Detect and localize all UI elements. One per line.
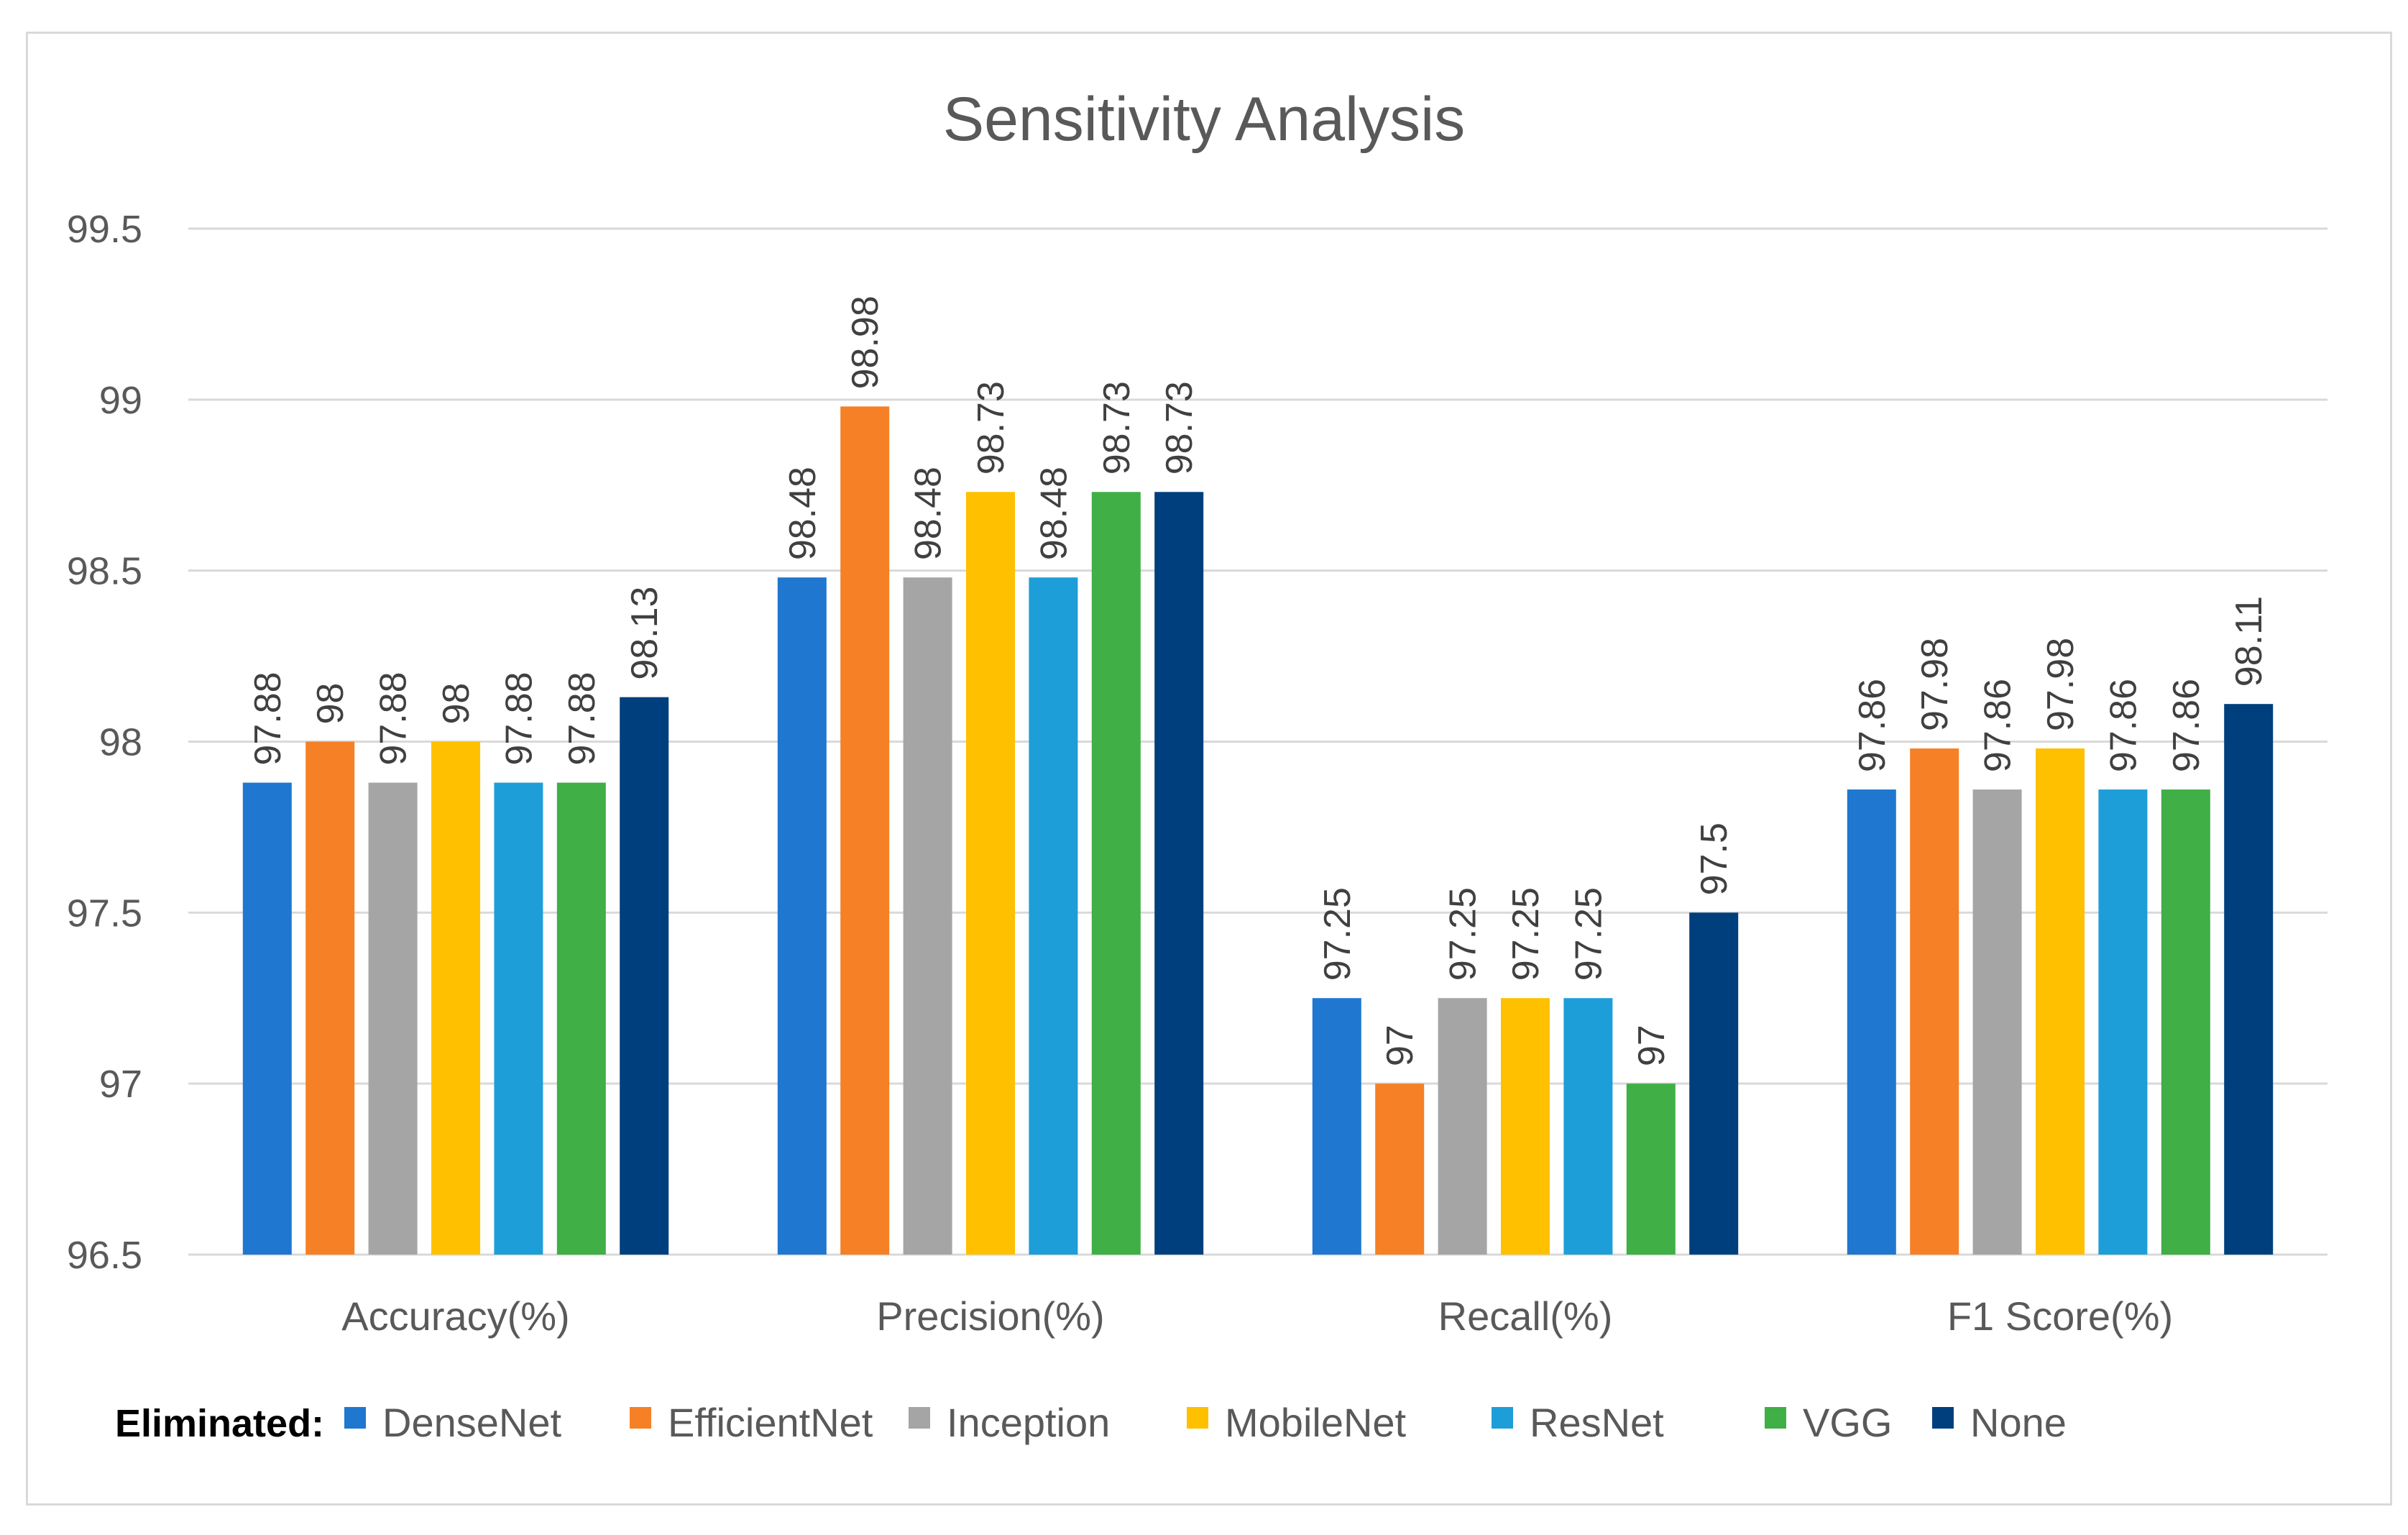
data-label: 97: [1631, 1025, 1673, 1066]
data-label: 97.98: [2040, 638, 2082, 731]
bar-vgg: [556, 782, 606, 1255]
legend-swatch-inception: [909, 1407, 930, 1429]
legend-label-efficientnet: EfficientNet: [668, 1400, 873, 1445]
legend-label-vgg: VGG: [1803, 1400, 1892, 1445]
data-label: 98.48: [782, 467, 824, 560]
data-label: 97.88: [561, 672, 603, 765]
bar-inception: [368, 782, 418, 1255]
legend-label-mobilenet: MobileNet: [1225, 1400, 1407, 1445]
bar-none: [1689, 912, 1739, 1255]
bar-vgg: [2161, 789, 2210, 1255]
y-tick-label: 96.5: [67, 1234, 142, 1277]
bar-vgg: [1091, 492, 1141, 1255]
x-category-label: F1 Score(%): [1947, 1293, 2173, 1339]
data-label: 97.25: [1568, 887, 1609, 981]
legend-label-densenet: DenseNet: [382, 1400, 561, 1445]
data-label: 98.73: [970, 381, 1012, 475]
bar-densenet: [777, 577, 827, 1255]
bar-densenet: [1847, 789, 1896, 1255]
gridlines: [188, 227, 2327, 1256]
bar-efficientnet: [1910, 748, 1959, 1255]
data-label: 97: [1379, 1025, 1421, 1066]
data-label: 97.88: [373, 672, 415, 765]
bar-none: [2224, 704, 2274, 1255]
x-category-label: Recall(%): [1438, 1293, 1613, 1339]
legend-swatch-resnet: [1492, 1407, 1513, 1429]
legend-label-inception: Inception: [947, 1400, 1110, 1445]
y-axis-ticks: 96.5 97 97.5 98 98.5 99 99.5: [67, 208, 142, 1277]
bar-resnet: [2098, 789, 2148, 1255]
bar-efficientnet: [305, 741, 355, 1255]
bar-inception: [1972, 789, 2022, 1255]
bar-efficientnet: [840, 406, 890, 1255]
y-tick-label: 99.5: [67, 208, 142, 251]
legend-swatch-vgg: [1765, 1407, 1786, 1429]
y-tick-label: 97.5: [67, 892, 142, 935]
bar-mobilenet: [431, 741, 480, 1255]
data-label: 97.98: [1914, 638, 1956, 731]
data-label: 97.86: [2103, 679, 2144, 772]
bar-densenet: [1312, 998, 1361, 1255]
legend: Eliminated: DenseNet EfficientNet Inceptio…: [115, 1400, 2067, 1445]
bar-inception: [903, 577, 952, 1255]
data-label: 98: [436, 683, 477, 725]
legend-label-resnet: ResNet: [1530, 1400, 1664, 1445]
bar-none: [620, 697, 669, 1255]
bar-none: [1154, 492, 1204, 1255]
data-label: 98.73: [1096, 381, 1138, 475]
data-label: 97.86: [1977, 679, 2019, 772]
data-label: 97.5: [1694, 823, 1735, 895]
data-label: 98.11: [2228, 596, 2270, 687]
chart-title: Sensitivity Analysis: [943, 85, 1466, 154]
bar-mobilenet: [1501, 998, 1550, 1255]
legend-title: Eliminated:: [115, 1402, 324, 1445]
bar-vgg: [1626, 1083, 1676, 1255]
bar-densenet: [242, 782, 292, 1255]
legend-swatch-densenet: [344, 1407, 366, 1429]
legend-swatch-efficientnet: [630, 1407, 651, 1429]
y-tick-label: 97: [99, 1063, 142, 1106]
data-label: 98.73: [1159, 381, 1200, 475]
data-label: 98.98: [845, 295, 886, 389]
bar-resnet: [1029, 577, 1078, 1255]
x-axis-categories: Accuracy(%) Precision(%) Recall(%) F1 Score…: [341, 1293, 2173, 1339]
data-label: 97.86: [1852, 679, 1893, 772]
bar-mobilenet: [966, 492, 1015, 1255]
data-label: 97.25: [1317, 887, 1359, 981]
bar-inception: [1438, 998, 1487, 1255]
data-label: 97.88: [498, 672, 540, 765]
x-category-label: Precision(%): [876, 1293, 1104, 1339]
y-tick-label: 99: [99, 379, 142, 422]
data-label: 98.48: [908, 467, 950, 560]
x-category-label: Accuracy(%): [341, 1293, 569, 1339]
bar-resnet: [494, 782, 543, 1255]
data-label: 98.48: [1033, 467, 1075, 560]
bar-mobilenet: [2036, 748, 2085, 1255]
bars: [242, 406, 2274, 1255]
legend-label-none: None: [1970, 1400, 2067, 1445]
data-label: 98: [310, 683, 351, 725]
data-label: 97.88: [247, 672, 289, 765]
y-tick-label: 98.5: [67, 550, 142, 593]
data-label: 97.25: [1443, 887, 1484, 981]
data-label: 98.13: [624, 587, 666, 680]
data-labels: 97.88 98 97.88 98 97.88 97.88 98.13 98.48 98.98 9…: [247, 295, 2270, 1066]
data-label: 97.25: [1505, 887, 1547, 981]
bar-efficientnet: [1375, 1083, 1425, 1255]
legend-swatch-none: [1932, 1407, 1954, 1429]
data-label: 97.86: [2166, 679, 2207, 772]
chart-frame: [26, 32, 2392, 1506]
legend-swatch-mobilenet: [1187, 1407, 1208, 1429]
bar-resnet: [1563, 998, 1613, 1255]
y-tick-label: 98: [99, 721, 142, 764]
